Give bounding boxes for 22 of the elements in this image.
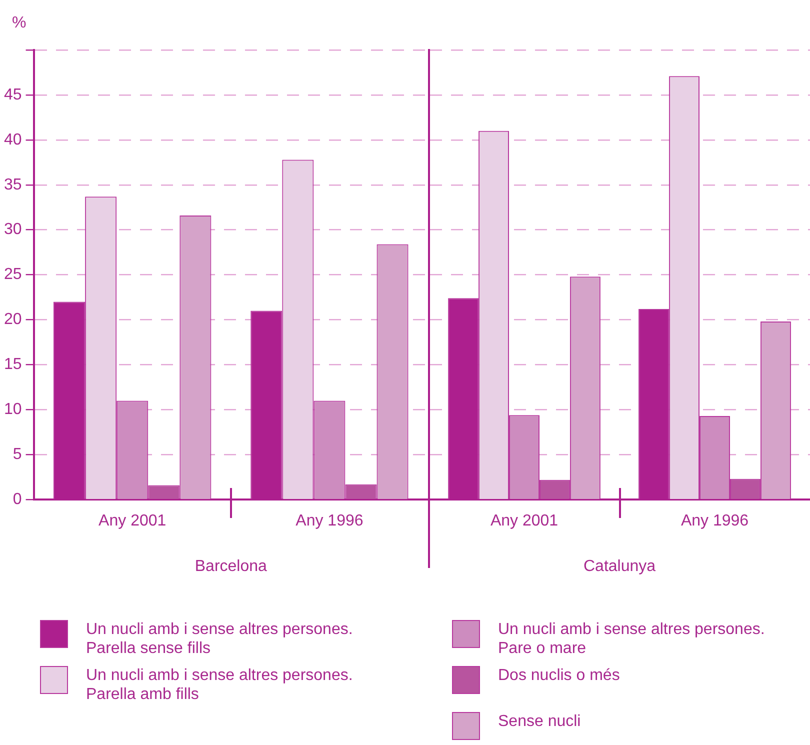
y-tick-label: 30 — [4, 221, 22, 238]
y-tick-label: 35 — [4, 176, 22, 194]
y-tick-label: 40 — [4, 131, 22, 148]
legend-label: Dos nuclis o més — [498, 666, 620, 685]
x-tick-label: Any 1996 — [296, 512, 364, 530]
y-axis-title: % — [12, 14, 26, 32]
x-tick-label: Any 2001 — [490, 512, 558, 530]
y-tick-label: 15 — [4, 356, 22, 374]
legend-label: Un nucli amb i sense altres persones. Parella sense fills — [86, 620, 354, 658]
legend-label: Un nucli amb i sense altres persones. Parella amb fills — [86, 666, 354, 704]
y-tick-label: 20 — [4, 311, 22, 328]
y-tick-label: 45 — [4, 86, 22, 104]
y-tick-label: 10 — [4, 401, 22, 418]
x-tick-label: Any 1996 — [680, 512, 749, 530]
x-axis-title: Barcelona — [194, 558, 268, 575]
legend-label: Un nucli amb i sense altres persones. Pare o mare — [498, 620, 766, 658]
y-tick-label: 0 — [12, 491, 22, 508]
y-tick-label: 25 — [4, 266, 22, 284]
y-tick-label: 5 — [12, 446, 22, 464]
x-tick-label: Any 2001 — [98, 512, 166, 530]
x-axis-title: Catalunya — [583, 558, 656, 575]
legend-label: Sense nucli — [498, 712, 581, 731]
